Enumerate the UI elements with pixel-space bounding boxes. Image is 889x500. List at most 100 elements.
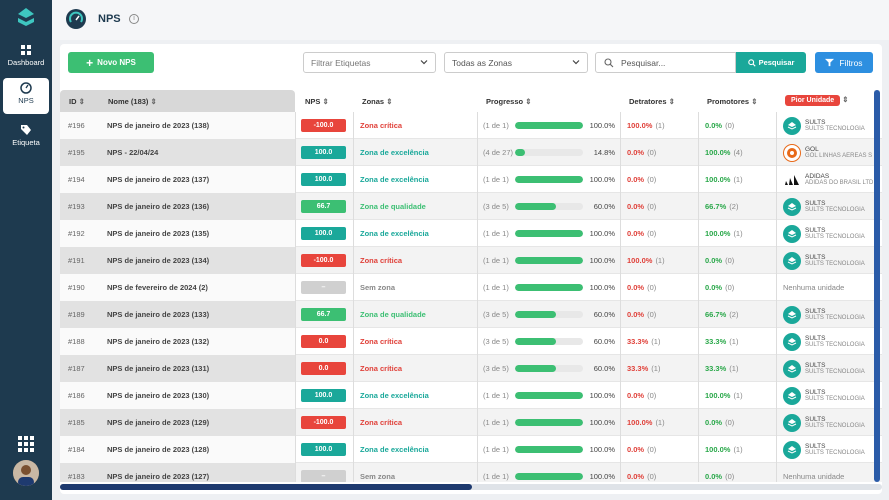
- progress-percent: 60.0%: [593, 337, 615, 346]
- app-logo-icon[interactable]: [14, 6, 38, 30]
- worst-unit-cell: SULTS SULTS TECNOLOGIA: [783, 436, 865, 463]
- row-name[interactable]: NPS de fevereiro de 2024 (2): [107, 283, 208, 292]
- row-id: #184: [68, 445, 85, 454]
- detractors-percent: 0.0%: [627, 148, 645, 157]
- worst-unit-name: SULTS: [805, 253, 826, 261]
- adidas-logo-icon: [783, 170, 801, 189]
- table-row[interactable]: #196 NPS de janeiro de 2023 (138) -100.0 Zo…: [60, 112, 882, 139]
- promoters-percent: 100.0%: [705, 391, 731, 400]
- row-name[interactable]: NPS de janeiro de 2023 (128): [107, 445, 210, 454]
- nps-score-badge: 100.0: [301, 173, 346, 186]
- detractors-count: (0): [647, 283, 657, 292]
- sort-icon: ⇕: [322, 97, 329, 106]
- sults-logo-icon: [783, 251, 801, 270]
- progress-percent: 14.8%: [593, 148, 615, 157]
- nps-gauge-icon: [66, 9, 86, 29]
- table-row[interactable]: #192 NPS de janeiro de 2023 (135) 100.0 Zon…: [60, 220, 882, 247]
- row-name[interactable]: NPS de janeiro de 2023 (135): [107, 229, 210, 238]
- col-progress-header[interactable]: Progresso ⇕: [486, 97, 532, 106]
- detractors-percent: 0.0%: [627, 175, 645, 184]
- filters-button-label: Filtros: [839, 57, 863, 68]
- table-row[interactable]: #190 NPS de fevereiro de 2024 (2) – Sem zon…: [60, 274, 882, 301]
- row-name[interactable]: NPS de janeiro de 2023 (127): [107, 472, 210, 481]
- nps-score-badge: 0.0: [301, 335, 346, 348]
- row-id: #185: [68, 418, 85, 427]
- apps-grid-icon[interactable]: [18, 436, 34, 452]
- worst-unit-name: SULTS: [805, 118, 826, 126]
- worst-unit-cell: SULTS SULTS TECNOLOGIA: [783, 220, 865, 247]
- row-name[interactable]: NPS de janeiro de 2023 (132): [107, 337, 210, 346]
- worst-unit-cell: Nenhuma unidade: [783, 463, 844, 482]
- table-row[interactable]: #189 NPS de janeiro de 2023 (133) 66.7 Zona…: [60, 301, 882, 328]
- progress-bar: [515, 338, 583, 345]
- filters-button[interactable]: Filtros: [815, 52, 873, 73]
- detractors-count: (1): [655, 418, 665, 427]
- sults-logo-icon: [783, 440, 801, 459]
- worst-unit-name: ADIDAS: [805, 172, 830, 180]
- nps-score-badge: –: [301, 470, 346, 482]
- horizontal-scrollbar[interactable]: [60, 484, 882, 490]
- col-detractors-header[interactable]: Detratores ⇕: [629, 97, 675, 106]
- row-id: #194: [68, 175, 85, 184]
- nps-gauge-icon: [20, 82, 32, 94]
- avatar[interactable]: [13, 460, 39, 486]
- table-row[interactable]: #191 NPS de janeiro de 2023 (134) -100.0 Zo…: [60, 247, 882, 274]
- detractors-count: (1): [655, 256, 665, 265]
- table-row[interactable]: #188 NPS de janeiro de 2023 (132) 0.0 Zona …: [60, 328, 882, 355]
- promoters-percent: 0.0%: [705, 418, 723, 427]
- row-name[interactable]: NPS de janeiro de 2023 (134): [107, 256, 210, 265]
- col-promoters-header[interactable]: Promotores ⇕: [707, 97, 758, 106]
- progress-percent: 100.0%: [589, 445, 615, 454]
- sults-logo-icon: [783, 305, 801, 324]
- row-name[interactable]: NPS de janeiro de 2023 (136): [107, 202, 210, 211]
- row-name[interactable]: NPS - 22/04/24: [107, 148, 159, 157]
- info-icon[interactable]: i: [129, 14, 139, 24]
- progress-percent: 100.0%: [589, 121, 615, 130]
- row-name[interactable]: NPS de janeiro de 2023 (130): [107, 391, 210, 400]
- search-input[interactable]: Pesquisar...: [595, 52, 736, 73]
- worst-unit-name: SULTS: [805, 334, 826, 342]
- table-row[interactable]: #185 NPS de janeiro de 2023 (129) -100.0 Zo…: [60, 409, 882, 436]
- worst-unit-cell: SULTS SULTS TECNOLOGIA: [783, 355, 865, 382]
- nps-score-badge: 66.7: [301, 308, 346, 321]
- sidebar-item-label: Dashboard: [7, 58, 45, 67]
- table-row[interactable]: #194 NPS de janeiro de 2023 (137) 100.0 Zon…: [60, 166, 882, 193]
- table-row[interactable]: #193 NPS de janeiro de 2023 (136) 66.7 Zona…: [60, 193, 882, 220]
- detractors-percent: 0.0%: [627, 391, 645, 400]
- row-id: #193: [68, 202, 85, 211]
- nps-score-badge: 100.0: [301, 389, 346, 402]
- row-name[interactable]: NPS de janeiro de 2023 (137): [107, 175, 210, 184]
- row-name[interactable]: NPS de janeiro de 2023 (129): [107, 418, 210, 427]
- zones-select[interactable]: Todas as Zonas: [444, 52, 588, 73]
- search-button[interactable]: Pesquisar: [736, 52, 806, 73]
- col-name-header[interactable]: Nome (183) ⇕: [108, 97, 157, 106]
- new-nps-button[interactable]: + Novo NPS: [68, 52, 154, 73]
- sidebar-item-dashboard[interactable]: Dashboard: [0, 40, 52, 76]
- row-name[interactable]: NPS de janeiro de 2023 (131): [107, 364, 210, 373]
- vertical-scrollbar[interactable]: [874, 90, 880, 482]
- table-row[interactable]: #183 NPS de janeiro de 2023 (127) – Sem zon…: [60, 463, 882, 482]
- col-nps-header[interactable]: NPS ⇕: [305, 97, 329, 106]
- worst-unit-cell: SULTS SULTS TECNOLOGIA: [783, 112, 865, 139]
- table-row[interactable]: #187 NPS de janeiro de 2023 (131) 0.0 Zona …: [60, 355, 882, 382]
- sidebar-item-label: Etiqueta: [12, 138, 40, 147]
- table-row[interactable]: #186 NPS de janeiro de 2023 (130) 100.0 Zon…: [60, 382, 882, 409]
- progress-bar: [515, 473, 583, 480]
- chevron-down-icon: [420, 60, 428, 65]
- promoters-percent: 100.0%: [705, 229, 731, 238]
- progress-count: (1 de 1): [483, 121, 509, 130]
- row-name[interactable]: NPS de janeiro de 2023 (138): [107, 121, 210, 130]
- col-id-header[interactable]: ID ⇕: [69, 97, 85, 106]
- sidebar-item-nps[interactable]: NPS: [3, 78, 49, 114]
- tags-filter-select[interactable]: Filtrar Etiquetas: [303, 52, 436, 73]
- table-row[interactable]: #195 NPS - 22/04/24 100.0 Zona de excelênci…: [60, 139, 882, 166]
- progress-bar: [515, 311, 583, 318]
- col-worst-unit-header[interactable]: Pior Unidade ⇕: [785, 90, 849, 112]
- row-id: #192: [68, 229, 85, 238]
- row-name[interactable]: NPS de janeiro de 2023 (133): [107, 310, 210, 319]
- table-row[interactable]: #184 NPS de janeiro de 2023 (128) 100.0 Zon…: [60, 436, 882, 463]
- gol-logo-icon: [783, 143, 801, 162]
- row-id: #188: [68, 337, 85, 346]
- sidebar-item-etiqueta[interactable]: Etiqueta: [0, 120, 52, 156]
- col-zones-header[interactable]: Zonas ⇕: [362, 97, 393, 106]
